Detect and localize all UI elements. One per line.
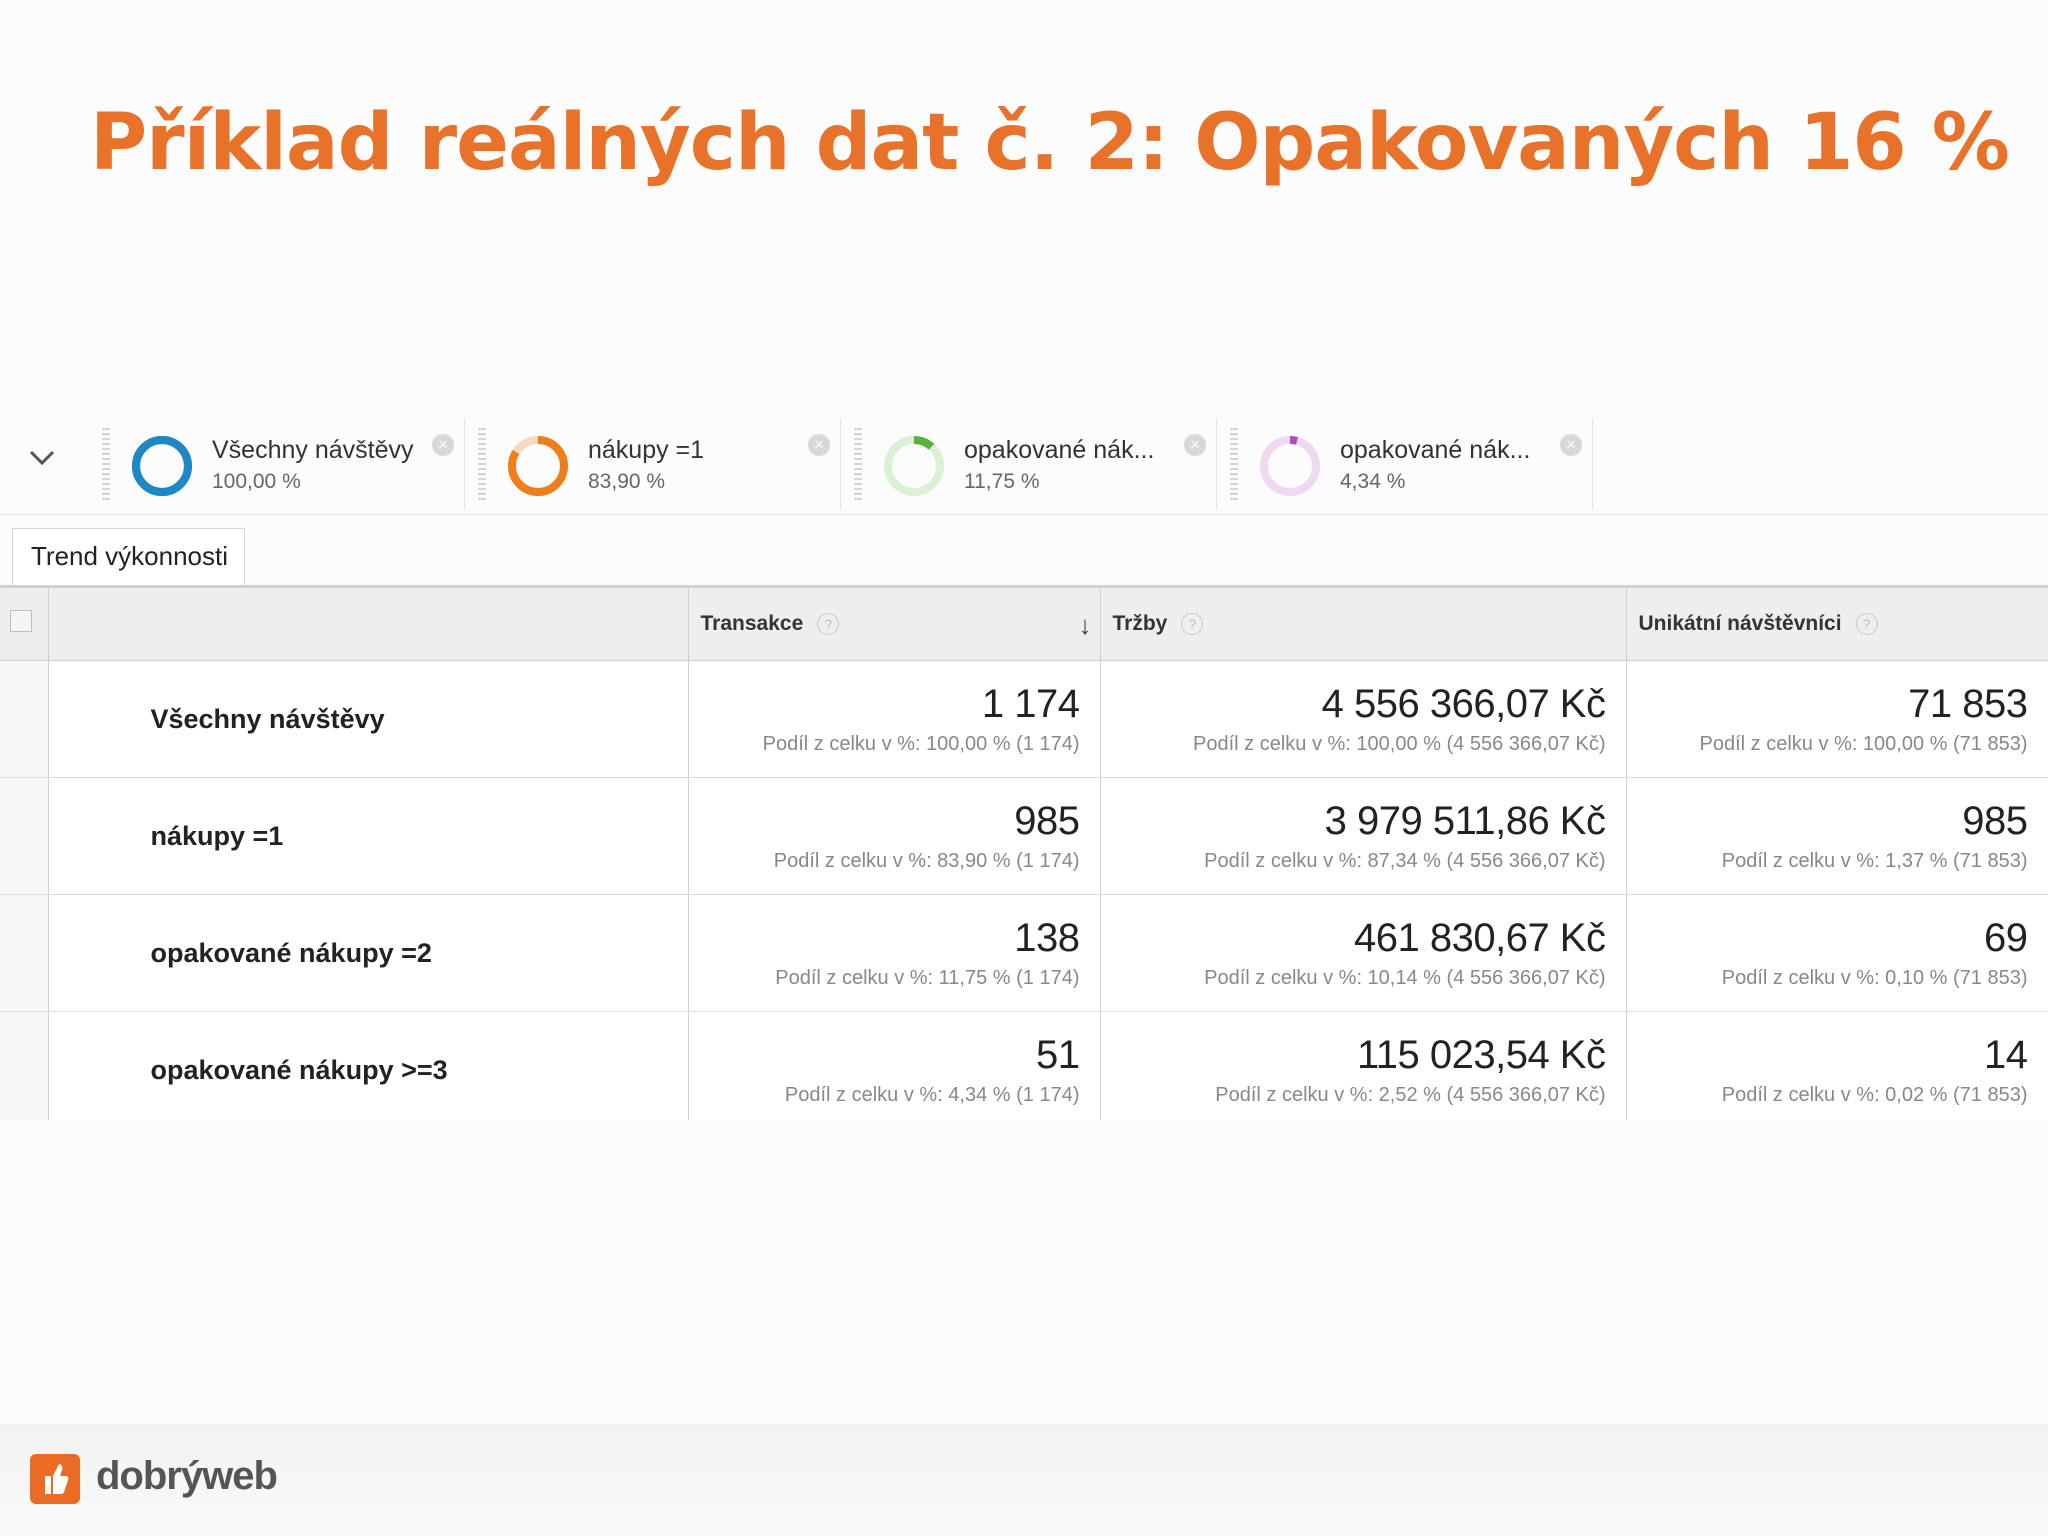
metric-value: 71 853	[1908, 682, 2028, 726]
trzby-cell: 461 830,67 Kč Podíl z celku v %: 10,14 % …	[1100, 894, 1627, 1012]
brand-name: dobrýweb	[96, 1454, 278, 1498]
segment-ring-icon	[1260, 436, 1320, 496]
metric-value: 985	[1962, 799, 2028, 843]
chevron-down-icon	[29, 450, 55, 466]
metric-value: 14	[1984, 1033, 2028, 1077]
drag-handle[interactable]	[1230, 428, 1238, 500]
table-cutoff	[0, 1120, 2048, 1480]
segment-percent: 83,90 %	[588, 470, 666, 493]
segment-percent: 4,34 %	[1340, 470, 1406, 493]
transakce-cell: 1 174 Podíl z celku v %: 100,00 % (1 174)	[688, 660, 1101, 778]
select-all-checkbox[interactable]	[10, 610, 32, 632]
navstevnici-cell: 985 Podíl z celku v %: 1,37 % (71 853)	[1626, 777, 2048, 895]
thumbs-up-logo-icon	[30, 1454, 80, 1504]
metric-share: Podíl z celku v %: 100,00 % (4 556 366,0…	[1193, 733, 1606, 755]
row-select-cell	[0, 1011, 49, 1129]
segment-name: nákupy =1	[588, 436, 705, 464]
column-label: Transakce	[700, 612, 804, 635]
segment-percent: 11,75 %	[964, 470, 1040, 493]
remove-segment-icon[interactable]: ×	[1560, 434, 1582, 456]
navstevnici-cell: 14 Podíl z celku v %: 0,02 % (71 853)	[1626, 1011, 2048, 1129]
metric-share: Podíl z celku v %: 0,10 % (71 853)	[1721, 967, 2028, 989]
segment-percent: 100,00 %	[212, 470, 301, 493]
segment-label: Všechny návštěvy	[48, 660, 689, 778]
help-icon[interactable]: ?	[1855, 613, 1878, 636]
navstevnici-cell: 71 853 Podíl z celku v %: 100,00 % (71 85…	[1626, 660, 2048, 778]
transakce-cell: 138 Podíl z celku v %: 11,75 % (1 174)	[688, 894, 1101, 1012]
segment-ring-icon	[508, 436, 568, 496]
transakce-cell: 985 Podíl z celku v %: 83,90 % (1 174)	[688, 777, 1101, 895]
table-row: nákupy =1 985 Podíl z celku v %: 83,90 % …	[0, 777, 2048, 895]
metric-share: Podíl z celku v %: 11,75 % (1 174)	[775, 967, 1080, 989]
help-icon[interactable]: ?	[817, 613, 840, 636]
navstevnici-cell: 69 Podíl z celku v %: 0,10 % (71 853)	[1626, 894, 2048, 1012]
row-select-cell	[0, 660, 49, 778]
drag-handle[interactable]	[854, 428, 862, 500]
segment-ring-icon	[884, 436, 944, 496]
metric-share: Podíl z celku v %: 87,34 % (4 556 366,07…	[1204, 850, 1606, 872]
column-header-unikatni-navstevnici[interactable]: Unikátní návštěvníci?	[1626, 588, 2048, 661]
trzby-cell: 115 023,54 Kč Podíl z celku v %: 2,52 % (…	[1100, 1011, 1627, 1129]
column-label: Tržby	[1112, 612, 1168, 635]
trzby-cell: 3 979 511,86 Kč Podíl z celku v %: 87,34 …	[1100, 777, 1627, 895]
metric-value: 461 830,67 Kč	[1354, 916, 1606, 960]
remove-segment-icon[interactable]: ×	[808, 434, 830, 456]
metric-value: 69	[1984, 916, 2028, 960]
segment-toggle-button[interactable]	[22, 438, 62, 478]
remove-segment-icon[interactable]: ×	[432, 434, 454, 456]
segment-label: opakované nákupy >=3	[48, 1011, 689, 1129]
metric-share: Podíl z celku v %: 10,14 % (4 556 366,07…	[1204, 967, 1606, 989]
help-icon[interactable]: ?	[1181, 613, 1204, 636]
metric-value: 1 174	[981, 682, 1080, 726]
column-label: Unikátní návštěvníci	[1638, 612, 1842, 635]
metric-value: 115 023,54 Kč	[1356, 1033, 1606, 1077]
segment-card-repeat-3[interactable]: opakované nák... 4,34 % ×	[1222, 418, 1593, 510]
drag-handle[interactable]	[478, 428, 486, 500]
segment-card-all-visits[interactable]: Všechny návštěvy 100,00 % ×	[94, 418, 465, 510]
metric-value: 3 979 511,86 Kč	[1324, 799, 1606, 843]
table-row: opakované nákupy >=3 51 Podíl z celku v %…	[0, 1011, 2048, 1129]
tab-trend-performance[interactable]: Trend výkonnosti	[12, 528, 246, 585]
segment-card-repeat-2[interactable]: opakované nák... 11,75 % ×	[846, 418, 1217, 510]
data-table: Transakce? ↓ Tržby? Unikátní návštěvníci?…	[0, 588, 2048, 1129]
metric-share: Podíl z celku v %: 1,37 % (71 853)	[1721, 850, 2028, 872]
segment-label: opakované nákupy =2	[48, 894, 689, 1012]
drag-handle[interactable]	[102, 428, 110, 500]
metric-value: 51	[1036, 1033, 1080, 1077]
segment-label: nákupy =1	[48, 777, 689, 895]
table-header-row: Transakce? ↓ Tržby? Unikátní návštěvníci?	[0, 588, 2048, 661]
metric-share: Podíl z celku v %: 100,00 % (1 174)	[762, 733, 1080, 755]
segment-ring-icon	[132, 436, 192, 496]
tab-divider	[0, 585, 2048, 588]
segment-card-purchases-1[interactable]: nákupy =1 83,90 % ×	[470, 418, 841, 510]
row-select-cell	[0, 894, 49, 1012]
metric-value: 985	[1014, 799, 1080, 843]
transakce-cell: 51 Podíl z celku v %: 4,34 % (1 174)	[688, 1011, 1101, 1129]
trzby-cell: 4 556 366,07 Kč Podíl z celku v %: 100,00…	[1100, 660, 1627, 778]
segment-name: opakované nák...	[1340, 436, 1531, 464]
row-select-cell	[0, 777, 49, 895]
metric-share: Podíl z celku v %: 4,34 % (1 174)	[784, 1084, 1080, 1106]
select-all-header	[0, 588, 49, 661]
metric-share: Podíl z celku v %: 100,00 % (71 853)	[1699, 733, 2028, 755]
metric-share: Podíl z celku v %: 0,02 % (71 853)	[1721, 1084, 2028, 1106]
column-header-transakce[interactable]: Transakce? ↓	[688, 588, 1101, 661]
metric-value: 138	[1014, 916, 1080, 960]
metric-share: Podíl z celku v %: 2,52 % (4 556 366,07 …	[1215, 1084, 1606, 1106]
remove-segment-icon[interactable]: ×	[1184, 434, 1206, 456]
table-row: Všechny návštěvy 1 174 Podíl z celku v %:…	[0, 660, 2048, 778]
metric-share: Podíl z celku v %: 83,90 % (1 174)	[773, 850, 1080, 872]
segment-name: Všechny návštěvy	[212, 436, 414, 464]
segment-name: opakované nák...	[964, 436, 1155, 464]
metric-value: 4 556 366,07 Kč	[1321, 682, 1606, 726]
table-row: opakované nákupy =2 138 Podíl z celku v %…	[0, 894, 2048, 1012]
slide-title: Příklad reálných dat č. 2: Opakovaných 1…	[90, 98, 2010, 188]
slide-footer: dobrýweb	[0, 1424, 2048, 1536]
segment-column-header	[48, 588, 689, 661]
column-header-trzby[interactable]: Tržby?	[1100, 588, 1627, 661]
sort-descending-icon[interactable]: ↓	[1078, 610, 1092, 640]
segment-bar: Všechny návštěvy 100,00 % × nákupy =1 83…	[0, 412, 2048, 515]
